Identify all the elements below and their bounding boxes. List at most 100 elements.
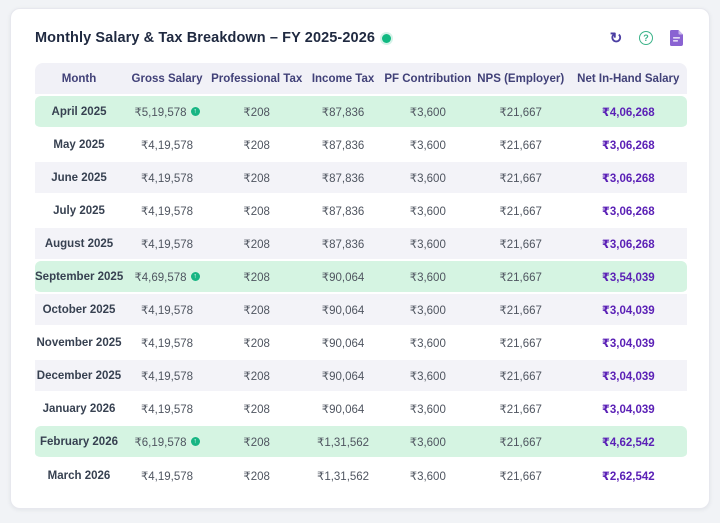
cell-professional-tax: ₹208 xyxy=(211,195,303,228)
cell-net: ₹2,62,542 xyxy=(569,459,687,492)
info-dot-icon: ↑ xyxy=(190,272,200,281)
gross-value: ₹4,19,578 xyxy=(140,470,194,483)
column-header: Gross Salary xyxy=(123,63,212,96)
cell-income-tax: ₹87,836 xyxy=(302,129,384,162)
cell-net: ₹3,04,039 xyxy=(569,327,687,360)
cell-income-tax: ₹90,064 xyxy=(302,261,384,294)
gross-value: ₹4,19,578 xyxy=(140,172,194,185)
gross-value: ₹5,19,578 xyxy=(134,106,187,119)
cell-month: December 2025 xyxy=(35,360,124,393)
refresh-icon: ↻ xyxy=(609,29,623,47)
cell-nps: ₹21,667 xyxy=(471,393,570,426)
column-header: NPS (Employer) xyxy=(471,63,570,96)
cell-net: ₹4,06,268 xyxy=(569,96,687,129)
cell-income-tax: ₹87,836 xyxy=(302,195,384,228)
cell-professional-tax: ₹208 xyxy=(211,261,303,294)
cell-month: February 2026 xyxy=(35,426,124,459)
cell-gross: ₹4,19,578 ↑ xyxy=(123,195,212,228)
toolbar: ↻ ? xyxy=(607,29,685,47)
cell-pf: ₹3,600 xyxy=(383,261,472,294)
table-body: April 2025 ₹5,19,578 ↑ ₹208 ₹87,836 ₹3,6… xyxy=(35,96,687,492)
cell-gross: ₹5,19,578 ↑ xyxy=(123,96,212,129)
cell-nps: ₹21,667 xyxy=(471,459,570,492)
gross-value: ₹4,19,578 xyxy=(140,238,194,251)
table-row[interactable]: March 2026 ₹4,19,578 ↑ ₹208 ₹1,31,562 ₹3… xyxy=(35,459,687,492)
cell-professional-tax: ₹208 xyxy=(211,426,303,459)
table-row[interactable]: November 2025 ₹4,19,578 ↑ ₹208 ₹90,064 ₹… xyxy=(35,327,687,360)
cell-nps: ₹21,667 xyxy=(471,360,570,393)
cell-professional-tax: ₹208 xyxy=(211,162,303,195)
cell-month: April 2025 xyxy=(35,96,124,129)
refresh-button[interactable]: ↻ xyxy=(607,29,625,47)
cell-gross: ₹4,69,578 ↑ xyxy=(123,261,212,294)
cell-professional-tax: ₹208 xyxy=(211,393,303,426)
cell-pf: ₹3,600 xyxy=(383,360,472,393)
cell-income-tax: ₹90,064 xyxy=(302,294,384,327)
table-row[interactable]: December 2025 ₹4,19,578 ↑ ₹208 ₹90,064 ₹… xyxy=(35,360,687,393)
gross-value: ₹4,19,578 xyxy=(140,403,194,416)
table-row[interactable]: September 2025 ₹4,69,578 ↑ ₹208 ₹90,064 … xyxy=(35,261,687,294)
gross-value: ₹4,19,578 xyxy=(140,370,194,383)
cell-gross: ₹6,19,578 ↑ xyxy=(123,426,212,459)
report-button[interactable] xyxy=(667,29,685,47)
cell-net: ₹3,06,268 xyxy=(569,129,687,162)
cell-pf: ₹3,600 xyxy=(383,327,472,360)
cell-pf: ₹3,600 xyxy=(383,294,472,327)
info-dot-icon: ↑ xyxy=(190,437,200,446)
cell-nps: ₹21,667 xyxy=(471,327,570,360)
table-row[interactable]: May 2025 ₹4,19,578 ↑ ₹208 ₹87,836 ₹3,600… xyxy=(35,129,687,162)
gross-value: ₹4,19,578 xyxy=(140,205,194,218)
cell-nps: ₹21,667 xyxy=(471,162,570,195)
cell-month: January 2026 xyxy=(35,393,124,426)
table-row[interactable]: October 2025 ₹4,19,578 ↑ ₹208 ₹90,064 ₹3… xyxy=(35,294,687,327)
salary-table: Month Gross Salary Professional Tax Income … xyxy=(35,63,687,492)
help-button[interactable]: ? xyxy=(637,29,655,47)
cell-income-tax: ₹90,064 xyxy=(302,360,384,393)
cell-income-tax: ₹87,836 xyxy=(302,228,384,261)
cell-nps: ₹21,667 xyxy=(471,195,570,228)
cell-net: ₹3,04,039 xyxy=(569,393,687,426)
table-row[interactable]: April 2025 ₹5,19,578 ↑ ₹208 ₹87,836 ₹3,6… xyxy=(35,96,687,129)
table-row[interactable]: February 2026 ₹6,19,578 ↑ ₹208 ₹1,31,562… xyxy=(35,426,687,459)
cell-gross: ₹4,19,578 ↑ xyxy=(123,129,212,162)
cell-professional-tax: ₹208 xyxy=(211,459,303,492)
gross-value: ₹4,19,578 xyxy=(140,304,194,317)
table-row[interactable]: January 2026 ₹4,19,578 ↑ ₹208 ₹90,064 ₹3… xyxy=(35,393,687,426)
cell-pf: ₹3,600 xyxy=(383,426,472,459)
cell-pf: ₹3,600 xyxy=(383,129,472,162)
cell-net: ₹3,06,268 xyxy=(569,195,687,228)
cell-net: ₹4,62,542 xyxy=(569,426,687,459)
cell-pf: ₹3,600 xyxy=(383,393,472,426)
status-dot-icon xyxy=(382,33,392,43)
cell-gross: ₹4,19,578 ↑ xyxy=(123,327,212,360)
cell-month: July 2025 xyxy=(35,195,124,228)
cell-net: ₹3,06,268 xyxy=(569,228,687,261)
cell-pf: ₹3,600 xyxy=(383,459,472,492)
cell-gross: ₹4,19,578 ↑ xyxy=(123,294,212,327)
cell-nps: ₹21,667 xyxy=(471,129,570,162)
card-header: Monthly Salary & Tax Breakdown – FY 2025… xyxy=(35,25,685,51)
info-dot-icon: ↑ xyxy=(190,107,200,116)
table-header-row: Month Gross Salary Professional Tax Income … xyxy=(35,63,687,96)
cell-nps: ₹21,667 xyxy=(471,228,570,261)
cell-month: June 2025 xyxy=(35,162,124,195)
help-icon: ? xyxy=(639,31,653,45)
page-title: Monthly Salary & Tax Breakdown – FY 2025… xyxy=(35,30,376,46)
cell-gross: ₹4,19,578 ↑ xyxy=(123,459,212,492)
cell-gross: ₹4,19,578 ↑ xyxy=(123,228,212,261)
cell-gross: ₹4,19,578 ↑ xyxy=(123,162,212,195)
cell-net: ₹3,04,039 xyxy=(569,294,687,327)
cell-income-tax: ₹1,31,562 xyxy=(302,459,384,492)
cell-gross: ₹4,19,578 ↑ xyxy=(123,393,212,426)
table-row[interactable]: August 2025 ₹4,19,578 ↑ ₹208 ₹87,836 ₹3,… xyxy=(35,228,687,261)
gross-value: ₹6,19,578 xyxy=(134,436,187,449)
cell-professional-tax: ₹208 xyxy=(211,129,303,162)
cell-month: August 2025 xyxy=(35,228,124,261)
cell-income-tax: ₹90,064 xyxy=(302,327,384,360)
cell-income-tax: ₹87,836 xyxy=(302,96,384,129)
salary-breakdown-card: Monthly Salary & Tax Breakdown – FY 2025… xyxy=(10,8,710,509)
table-row[interactable]: June 2025 ₹4,19,578 ↑ ₹208 ₹87,836 ₹3,60… xyxy=(35,162,687,195)
cell-income-tax: ₹87,836 xyxy=(302,162,384,195)
cell-nps: ₹21,667 xyxy=(471,96,570,129)
table-row[interactable]: July 2025 ₹4,19,578 ↑ ₹208 ₹87,836 ₹3,60… xyxy=(35,195,687,228)
